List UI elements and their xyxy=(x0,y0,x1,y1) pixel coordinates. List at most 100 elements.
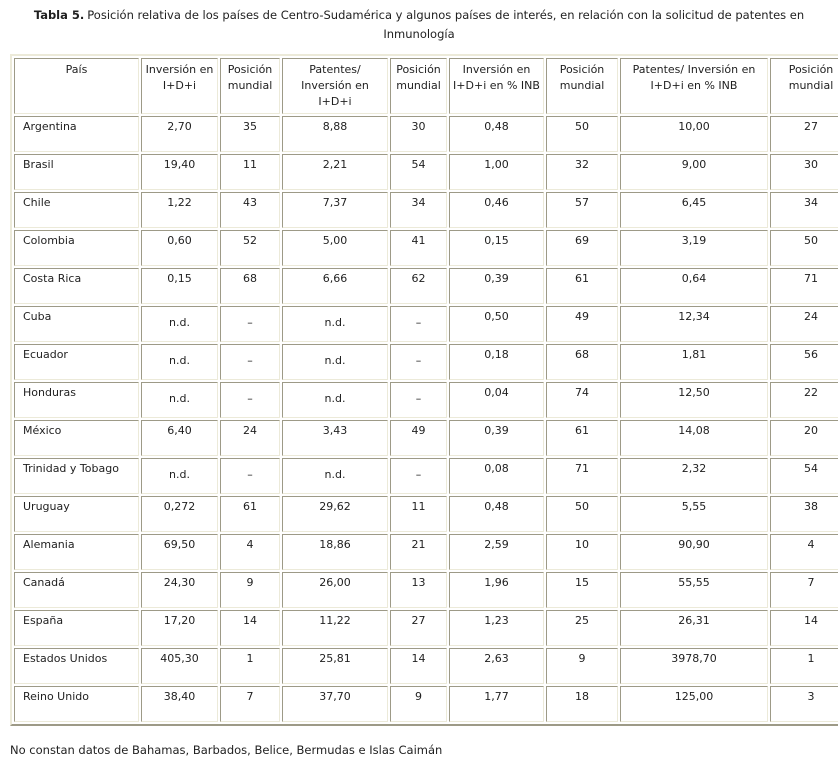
value-cell: 68 xyxy=(220,268,280,304)
table-row: Costa Rica 0,15 68 6,66 62 0,39 61 0,64 71 xyxy=(14,268,838,304)
value-cell: 10,00 xyxy=(620,116,768,152)
table-row: Uruguay 0,272 61 29,62 11 0,48 50 5,55 38 xyxy=(14,496,838,532)
value-cell: 25,81 xyxy=(282,648,388,684)
value-cell: 7,37 xyxy=(282,192,388,228)
value-cell: 62 xyxy=(390,268,447,304)
table-row: Reino Unido 38,40 7 37,70 9 1,77 18 125,00 3 xyxy=(14,686,838,722)
value-cell: – xyxy=(220,306,280,342)
table-row: Argentina 2,70 35 8,88 30 0,48 50 10,00 27 xyxy=(14,116,838,152)
table-row: Estados Unidos 405,30 1 25,81 14 2,63 9 3978,70… xyxy=(14,648,838,684)
value-cell: 1 xyxy=(220,648,280,684)
value-cell: 13 xyxy=(390,572,447,608)
value-cell: 25 xyxy=(546,610,618,646)
value-cell: 14 xyxy=(220,610,280,646)
value-cell: 49 xyxy=(390,420,447,456)
value-cell: 26,31 xyxy=(620,610,768,646)
value-cell: 26,00 xyxy=(282,572,388,608)
value-cell: 3,43 xyxy=(282,420,388,456)
value-cell: 49 xyxy=(546,306,618,342)
value-cell: 27 xyxy=(390,610,447,646)
value-cell: n.d. xyxy=(141,458,218,494)
value-cell: 6,45 xyxy=(620,192,768,228)
value-cell: 3978,70 xyxy=(620,648,768,684)
value-cell: 29,62 xyxy=(282,496,388,532)
value-cell: 32 xyxy=(546,154,618,190)
value-cell: 12,34 xyxy=(620,306,768,342)
value-cell: 1,00 xyxy=(449,154,544,190)
value-cell: 5,55 xyxy=(620,496,768,532)
value-cell: 0,04 xyxy=(449,382,544,418)
country-cell: Estados Unidos xyxy=(14,648,139,684)
value-cell: – xyxy=(390,382,447,418)
column-header: Posición mundial xyxy=(220,58,280,114)
country-cell: Uruguay xyxy=(14,496,139,532)
value-cell: 0,15 xyxy=(141,268,218,304)
value-cell: 52 xyxy=(220,230,280,266)
value-cell: – xyxy=(220,344,280,380)
table-row: Honduras n.d. – n.d. –0,04 74 12,50 22 xyxy=(14,382,838,418)
value-cell: 20 xyxy=(770,420,838,456)
value-cell: 0,15 xyxy=(449,230,544,266)
value-cell: 17,20 xyxy=(141,610,218,646)
value-cell: 9 xyxy=(220,572,280,608)
value-cell: 9 xyxy=(546,648,618,684)
value-cell: n.d. xyxy=(141,382,218,418)
country-cell: Argentina xyxy=(14,116,139,152)
value-cell: 18,86 xyxy=(282,534,388,570)
value-cell: 1,77 xyxy=(449,686,544,722)
value-cell: 0,48 xyxy=(449,496,544,532)
value-cell: 68 xyxy=(546,344,618,380)
value-cell: 10 xyxy=(546,534,618,570)
value-cell: 405,30 xyxy=(141,648,218,684)
value-cell: 35 xyxy=(220,116,280,152)
table-row: España 17,20 14 11,22 27 1,23 25 26,31 14 xyxy=(14,610,838,646)
value-cell: 0,48 xyxy=(449,116,544,152)
value-cell: 30 xyxy=(770,154,838,190)
value-cell: 34 xyxy=(390,192,447,228)
country-cell: Brasil xyxy=(14,154,139,190)
value-cell: 15 xyxy=(546,572,618,608)
table-row: Chile 1,22 43 7,37 34 0,46 57 6,45 34 xyxy=(14,192,838,228)
value-cell: 37,70 xyxy=(282,686,388,722)
value-cell: 0,64 xyxy=(620,268,768,304)
value-cell: 8,88 xyxy=(282,116,388,152)
country-cell: Colombia xyxy=(14,230,139,266)
value-cell: 11,22 xyxy=(282,610,388,646)
country-cell: Ecuador xyxy=(14,344,139,380)
value-cell: 54 xyxy=(770,458,838,494)
value-cell: 4 xyxy=(770,534,838,570)
value-cell: 18 xyxy=(546,686,618,722)
country-cell: Canadá xyxy=(14,572,139,608)
value-cell: – xyxy=(220,382,280,418)
country-cell: Cuba xyxy=(14,306,139,342)
value-cell: 24 xyxy=(770,306,838,342)
value-cell: 21 xyxy=(390,534,447,570)
value-cell: 0,60 xyxy=(141,230,218,266)
table-row: Canadá 24,30 9 26,00 13 1,96 15 55,55 7 xyxy=(14,572,838,608)
value-cell: n.d. xyxy=(141,306,218,342)
value-cell: 90,90 xyxy=(620,534,768,570)
value-cell: 30 xyxy=(390,116,447,152)
column-header: País xyxy=(14,58,139,114)
table-row: Ecuador n.d. – n.d. –0,18 68 1,81 56 xyxy=(14,344,838,380)
value-cell: 0,39 xyxy=(449,420,544,456)
value-cell: 1 xyxy=(770,648,838,684)
table-header: País Inversión en I+D+i Posición mundial Pa… xyxy=(14,58,838,114)
value-cell: 24 xyxy=(220,420,280,456)
value-cell: 7 xyxy=(220,686,280,722)
table-row: Cuba n.d. – n.d. –0,50 49 12,34 24 xyxy=(14,306,838,342)
value-cell: n.d. xyxy=(282,382,388,418)
value-cell: 9,00 xyxy=(620,154,768,190)
column-header: Posición mundial xyxy=(390,58,447,114)
value-cell: n.d. xyxy=(282,344,388,380)
value-cell: 43 xyxy=(220,192,280,228)
value-cell: 0,18 xyxy=(449,344,544,380)
country-cell: España xyxy=(14,610,139,646)
table-row: México 6,40 24 3,43 49 0,39 61 14,08 20 xyxy=(14,420,838,456)
country-cell: México xyxy=(14,420,139,456)
value-cell: 14,08 xyxy=(620,420,768,456)
value-cell: – xyxy=(390,458,447,494)
value-cell: 0,272 xyxy=(141,496,218,532)
value-cell: 57 xyxy=(546,192,618,228)
value-cell: 61 xyxy=(220,496,280,532)
